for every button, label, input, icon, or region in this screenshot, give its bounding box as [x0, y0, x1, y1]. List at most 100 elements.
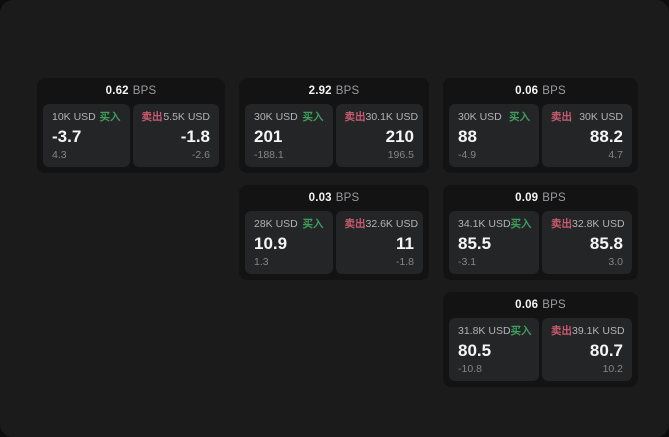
buy-price: 85.5 [458, 233, 492, 253]
card-body: 28K USD 买入 10.9 1.3 卖出 32.6K USD 11 -1.8 [239, 211, 429, 280]
sell-change: 3.0 [608, 255, 623, 268]
card-body: 10K USD 买入 -3.7 4.3 卖出 5.5K USD -1.8 -2.… [37, 104, 225, 173]
sell-price: 11 [396, 233, 414, 253]
sell-amount: 32.6K USD [365, 218, 419, 230]
bps-unit-label: BPS [335, 192, 360, 204]
sell-quote-button[interactable]: 卖出 39.1K USD 80.7 10.2 [542, 318, 632, 381]
bps-unit-label: BPS [542, 85, 566, 97]
buy-quote-button[interactable]: 34.1K USD 买入 85.5 -3.1 [449, 211, 539, 274]
buy-change: -188.1 [254, 148, 284, 161]
buy-side-label: 买入 [510, 325, 532, 337]
buy-price: -3.7 [52, 126, 82, 146]
card-header: 0.03 BPS [239, 185, 429, 211]
buy-quote-button[interactable]: 30K USD 买入 201 -188.1 [245, 104, 333, 167]
buy-amount: 28K USD [254, 218, 298, 230]
buy-amount: 10K USD [52, 111, 96, 123]
sell-quote-button[interactable]: 卖出 32.8K USD 85.8 3.0 [542, 211, 632, 274]
bps-value: 0.06 [515, 299, 539, 311]
sell-change: -2.6 [191, 148, 210, 161]
card-header: 0.09 BPS [443, 185, 638, 211]
sell-side-label: 卖出 [344, 111, 366, 123]
quote-card: 0.62 BPS 10K USD 买入 -3.7 4.3 卖出 5.5K USD… [37, 78, 225, 173]
sell-top-row: 卖出 5.5K USD [142, 112, 211, 123]
buy-quote-button[interactable]: 30K USD 买入 88 -4.9 [449, 104, 539, 167]
bps-value: 0.06 [515, 85, 539, 97]
buy-quote-button[interactable]: 31.8K USD 买入 80.5 -10.8 [449, 318, 539, 381]
bps-value: 0.62 [105, 85, 129, 97]
buy-change: 4.3 [52, 148, 67, 161]
sell-quote-button[interactable]: 卖出 5.5K USD -1.8 -2.6 [132, 104, 219, 167]
card-header: 0.06 BPS [443, 292, 638, 318]
bps-value: 0.03 [308, 192, 332, 204]
sell-change: 196.5 [387, 148, 414, 161]
sell-change: 4.7 [608, 148, 623, 161]
quote-card: 0.06 BPS 31.8K USD 买入 80.5 -10.8 卖出 39.1… [443, 292, 638, 387]
buy-amount: 34.1K USD [458, 218, 511, 230]
sell-top-row: 卖出 32.8K USD [551, 218, 625, 230]
buy-change: -10.8 [458, 362, 482, 375]
sell-amount: 39.1K USD [572, 325, 625, 337]
sell-top-row: 卖出 30K USD [551, 112, 623, 123]
quote-card: 0.03 BPS 28K USD 买入 10.9 1.3 卖出 32.6K US… [239, 185, 429, 280]
buy-top-row: 34.1K USD 买入 [458, 218, 532, 230]
buy-top-row: 28K USD 买入 [254, 219, 324, 230]
bps-value: 0.09 [515, 192, 539, 204]
quote-card: 2.92 BPS 30K USD 买入 201 -188.1 卖出 30.1K … [239, 78, 429, 173]
sell-side-label: 卖出 [344, 218, 366, 230]
sell-price: 88.2 [589, 126, 623, 146]
sell-top-row: 卖出 32.6K USD [344, 218, 419, 230]
buy-price: 10.9 [254, 233, 288, 253]
bps-unit-label: BPS [132, 85, 157, 97]
buy-change: 1.3 [254, 255, 269, 268]
sell-amount: 30.1K USD [365, 111, 419, 123]
sell-quote-button[interactable]: 卖出 30K USD 88.2 4.7 [542, 104, 632, 167]
sell-price: 85.8 [589, 233, 623, 253]
bps-unit-label: BPS [335, 85, 360, 97]
buy-top-row: 30K USD 买入 [254, 112, 324, 123]
sell-price: -1.8 [180, 126, 210, 146]
buy-top-row: 30K USD 买入 [458, 112, 530, 123]
sell-amount: 30K USD [579, 111, 623, 123]
bps-unit-label: BPS [542, 299, 566, 311]
card-body: 34.1K USD 买入 85.5 -3.1 卖出 32.8K USD 85.8… [443, 211, 638, 280]
bps-value: 2.92 [308, 85, 332, 97]
card-body: 30K USD 买入 201 -188.1 卖出 30.1K USD 210 1… [239, 104, 429, 173]
buy-quote-button[interactable]: 10K USD 买入 -3.7 4.3 [43, 104, 130, 167]
quote-card-grid: 0.62 BPS 10K USD 买入 -3.7 4.3 卖出 5.5K USD… [37, 78, 638, 387]
buy-price: 88 [458, 126, 477, 146]
quote-card: 0.06 BPS 30K USD 买入 88 -4.9 卖出 30K USD 8… [443, 78, 638, 173]
buy-side-label: 买入 [302, 111, 324, 123]
sell-amount: 5.5K USD [163, 111, 210, 123]
sell-side-label: 卖出 [551, 111, 572, 123]
card-header: 2.92 BPS [239, 78, 429, 104]
card-header: 0.62 BPS [37, 78, 225, 104]
sell-top-row: 卖出 30.1K USD [344, 111, 419, 123]
buy-change: -4.9 [458, 148, 477, 161]
card-header: 0.06 BPS [443, 78, 638, 104]
buy-amount: 30K USD [458, 111, 502, 123]
bps-unit-label: BPS [542, 192, 566, 204]
buy-amount: 31.8K USD [458, 325, 511, 337]
buy-amount: 30K USD [254, 111, 298, 123]
buy-price: 80.5 [458, 340, 492, 360]
card-body: 31.8K USD 买入 80.5 -10.8 卖出 39.1K USD 80.… [443, 318, 638, 387]
sell-side-label: 卖出 [551, 325, 572, 337]
sell-quote-button[interactable]: 卖出 30.1K USD 210 196.5 [335, 104, 423, 167]
buy-side-label: 买入 [510, 218, 532, 230]
sell-amount: 32.8K USD [572, 218, 625, 230]
buy-quote-button[interactable]: 28K USD 买入 10.9 1.3 [245, 211, 333, 274]
quote-card: 0.09 BPS 34.1K USD 买入 85.5 -3.1 卖出 32.8K… [443, 185, 638, 280]
buy-top-row: 10K USD 买入 [52, 112, 121, 123]
sell-top-row: 卖出 39.1K USD [551, 325, 625, 337]
buy-price: 201 [254, 126, 283, 146]
buy-top-row: 31.8K USD 买入 [458, 325, 532, 337]
sell-price: 210 [385, 126, 414, 146]
card-body: 30K USD 买入 88 -4.9 卖出 30K USD 88.2 4.7 [443, 104, 638, 173]
sell-quote-button[interactable]: 卖出 32.6K USD 11 -1.8 [335, 211, 423, 274]
sell-side-label: 卖出 [141, 111, 163, 123]
buy-change: -3.1 [458, 255, 477, 268]
sell-price: 80.7 [589, 340, 623, 360]
sell-change: -1.8 [395, 255, 414, 268]
buy-side-label: 买入 [302, 218, 324, 230]
